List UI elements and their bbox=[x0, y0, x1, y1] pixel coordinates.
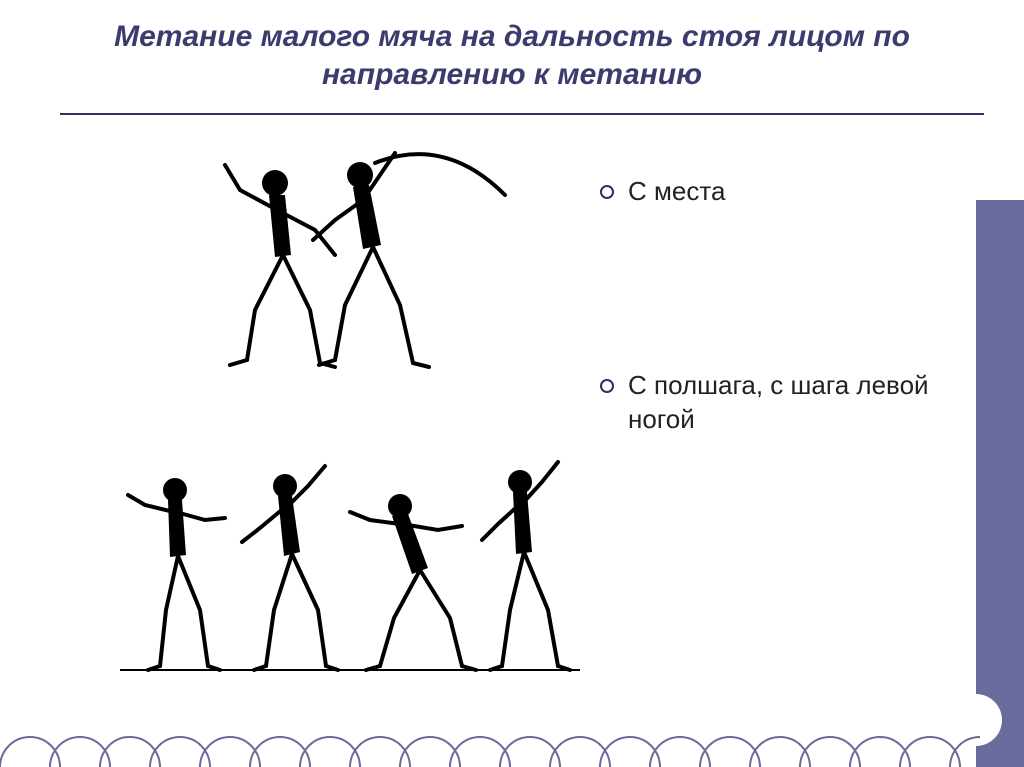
content-area: С места С полшага, с шага левой ногой bbox=[0, 115, 1024, 685]
title-block: Метание малого мяча на дальность стоя ли… bbox=[0, 0, 1024, 103]
figures-column bbox=[120, 145, 580, 685]
bottom-decoration bbox=[0, 731, 976, 767]
right-decoration bbox=[976, 200, 1024, 767]
bullet-marker-icon bbox=[600, 379, 614, 393]
bullet-text: С места bbox=[628, 175, 725, 209]
slide-title: Метание малого мяча на дальность стоя ли… bbox=[60, 18, 964, 93]
bullets-column: С места С полшага, с шага левой ногой bbox=[600, 145, 964, 685]
figure-bottom-throw-with-step bbox=[120, 460, 580, 685]
bullet-item: С полшага, с шага левой ногой bbox=[600, 369, 964, 437]
bullet-marker-icon bbox=[600, 185, 614, 199]
figure-top-throw-from-place bbox=[120, 145, 580, 380]
bullet-item: С места bbox=[600, 175, 964, 209]
bullet-text: С полшага, с шага левой ногой bbox=[628, 369, 964, 437]
